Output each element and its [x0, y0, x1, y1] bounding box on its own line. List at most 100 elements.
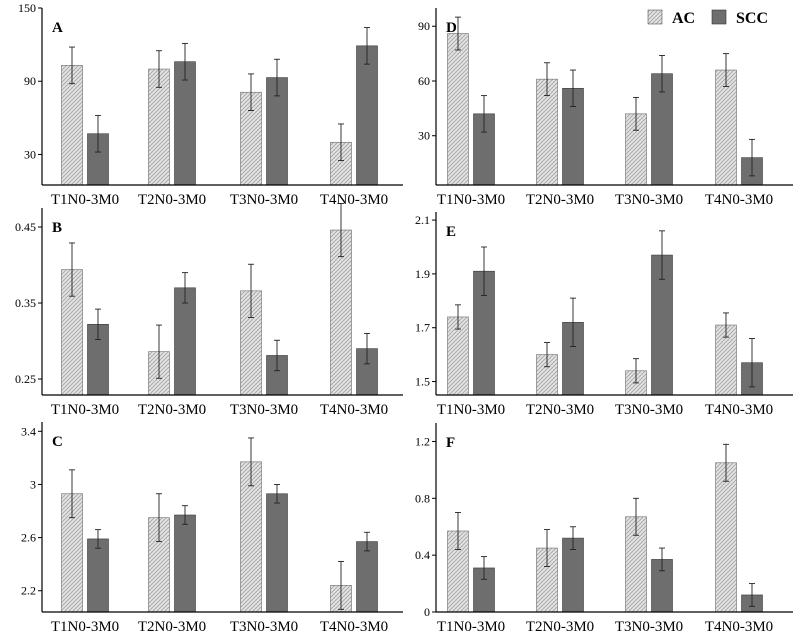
y-tick-label-e: 1.9 — [415, 267, 430, 281]
y-tick-label-b: 0.35 — [15, 296, 36, 310]
error-bar-c-scc-2 — [182, 505, 188, 525]
y-tick-label-e: 2.1 — [415, 213, 430, 227]
error-bar-b-scc-4 — [364, 332, 370, 365]
error-bar-e-ac-2 — [544, 342, 550, 368]
error-bar-c-scc-4 — [364, 531, 370, 552]
error-bar-c-ac-2 — [156, 493, 162, 543]
y-tick-label-f: 1.2 — [415, 434, 430, 448]
error-bar-e-scc-4 — [749, 338, 755, 388]
error-bar-b-scc-3 — [274, 339, 280, 372]
bar-a-scc-4 — [356, 45, 378, 186]
x-tick-label-e: T2N0-3M0 — [526, 402, 594, 418]
legend-swatch-scc — [711, 9, 727, 25]
panel-letter-e: E — [446, 224, 456, 240]
error-bar-a-scc-3 — [274, 58, 280, 97]
x-tick-label-f: T4N0-3M0 — [705, 619, 773, 635]
panel-c: 2.2 2.6 3 3.4 C T1N0-3M0 T2N0-3M0 T3N0-3M0 T4N0-… — [21, 422, 403, 635]
x-tick-label-d: T1N0-3M0 — [437, 192, 505, 208]
error-bar-e-ac-3 — [633, 358, 639, 384]
x-tick-label-d: T3N0-3M0 — [615, 192, 683, 208]
x-tick-label-b: T4N0-3M0 — [320, 402, 388, 418]
bar-d-ac-4 — [715, 69, 737, 186]
panel-letter-f: F — [446, 435, 455, 451]
error-bar-b-scc-2 — [182, 272, 188, 304]
error-bar-f-ac-2 — [544, 529, 550, 567]
y-tick-label-a: 30 — [24, 147, 36, 161]
x-tick-label-f: T2N0-3M0 — [526, 619, 594, 635]
panel-f: 0 0.4 0.8 1.2 F T1N0-3M0 T2N0-3M0 T3N0-3M0 T4N0-… — [415, 423, 793, 635]
x-tick-label-d: T4N0-3M0 — [705, 192, 773, 208]
error-bar-b-ac-1 — [69, 242, 75, 297]
legend-label-scc: SCC — [736, 10, 768, 27]
error-bar-d-scc-1 — [481, 95, 487, 133]
y-tick-label-b: 0.45 — [15, 220, 36, 234]
x-tick-label-e: T1N0-3M0 — [437, 402, 505, 418]
x-tick-label-a: T3N0-3M0 — [230, 192, 298, 208]
error-bar-f-scc-2 — [570, 526, 576, 550]
legend-swatch-ac — [647, 9, 663, 25]
legend-label-ac: AC — [672, 10, 695, 27]
y-tick-label-a: 90 — [24, 74, 36, 88]
error-bar-a-ac-1 — [69, 46, 75, 85]
y-tick-label-d: 90 — [418, 19, 430, 33]
error-bar-c-ac-3 — [248, 437, 254, 487]
y-tick-label-c: 2.2 — [21, 584, 36, 598]
y-tick-label-c: 2.6 — [21, 531, 36, 545]
error-bar-f-scc-3 — [659, 547, 665, 572]
error-bar-b-ac-3 — [248, 263, 254, 318]
error-bar-f-scc-4 — [749, 583, 755, 607]
x-tick-label-c: T2N0-3M0 — [138, 619, 206, 635]
bar-b-scc-2 — [174, 287, 196, 396]
error-bar-e-scc-1 — [481, 246, 487, 296]
y-tick-label-d: 60 — [418, 74, 430, 88]
legend: AC SCC — [647, 9, 768, 27]
error-bar-a-scc-1 — [95, 114, 101, 153]
error-bar-a-ac-4 — [338, 123, 344, 162]
error-bar-a-ac-2 — [156, 50, 162, 88]
bar-f-ac-4 — [715, 462, 737, 613]
panel-letter-d: D — [446, 20, 457, 36]
y-tick-label-e: 1.7 — [415, 321, 430, 335]
error-bar-d-ac-3 — [633, 96, 639, 131]
panel-b: 0.25 0.35 0.45 B T1N0-3M0 T2N0-3M0 T3N0-3M0 T4N… — [15, 202, 403, 418]
y-tick-label-f: 0.8 — [415, 491, 430, 505]
x-tick-label-c: T1N0-3M0 — [51, 619, 119, 635]
error-bar-b-ac-2 — [156, 324, 162, 379]
y-tick-label-c: 3.4 — [21, 424, 36, 438]
panel-letter-b: B — [52, 220, 62, 236]
error-bar-d-scc-2 — [570, 69, 576, 107]
bar-c-scc-2 — [174, 514, 196, 613]
x-tick-label-f: T1N0-3M0 — [437, 619, 505, 635]
y-tick-label-b: 0.25 — [15, 372, 36, 386]
error-bar-d-ac-4 — [723, 53, 729, 87]
panel-letter-a: A — [52, 20, 63, 36]
error-bar-d-scc-4 — [749, 138, 755, 177]
x-tick-label-c: T3N0-3M0 — [230, 619, 298, 635]
error-bar-f-ac-4 — [723, 443, 729, 482]
x-tick-label-e: T3N0-3M0 — [615, 402, 683, 418]
error-bar-e-ac-1 — [455, 304, 461, 330]
y-tick-label-c: 3 — [30, 477, 36, 491]
y-tick-label-f: 0 — [424, 605, 430, 619]
panel-d: 30 60 90 D T1N0-3M0 T2N0-3M0 T3N0-3M0 T4N0-3M0 — [418, 8, 793, 208]
error-bar-a-scc-2 — [182, 42, 188, 81]
error-bar-c-ac-4 — [338, 561, 344, 610]
error-bar-f-scc-1 — [481, 556, 487, 580]
x-tick-label-b: T1N0-3M0 — [51, 402, 119, 418]
x-tick-label-d: T2N0-3M0 — [526, 192, 594, 208]
error-bar-b-ac-4 — [338, 202, 344, 258]
x-tick-label-f: T3N0-3M0 — [615, 619, 683, 635]
x-tick-label-a: T1N0-3M0 — [51, 192, 119, 208]
error-bar-f-ac-1 — [455, 512, 461, 550]
error-bar-a-scc-4 — [364, 27, 370, 65]
error-bar-d-ac-1 — [455, 16, 461, 51]
x-tick-label-a: T4N0-3M0 — [320, 192, 388, 208]
panel-letter-c: C — [52, 434, 63, 450]
y-tick-label-a: 150 — [18, 1, 36, 15]
error-bar-c-scc-3 — [274, 483, 280, 504]
x-tick-label-a: T2N0-3M0 — [138, 192, 206, 208]
bar-c-scc-1 — [87, 538, 109, 613]
error-bar-e-ac-4 — [723, 312, 729, 338]
y-tick-label-f: 0.4 — [415, 548, 430, 562]
